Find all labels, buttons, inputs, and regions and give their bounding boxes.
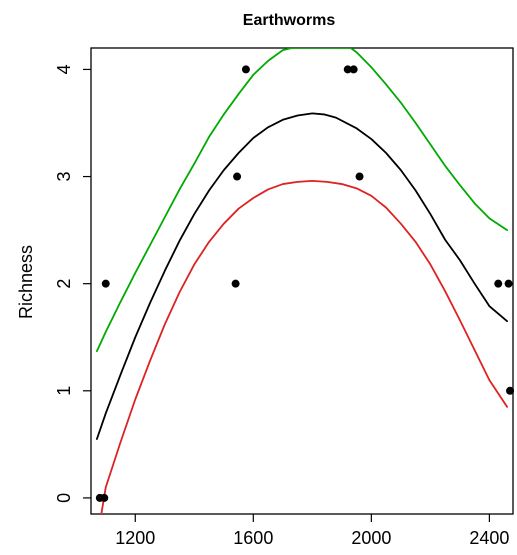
data-point <box>506 386 515 395</box>
y-axis: 0 1 2 3 4 <box>54 64 91 503</box>
y-tick-label: 0 <box>54 493 74 503</box>
data-point <box>231 279 240 288</box>
y-tick-label: 2 <box>54 279 74 289</box>
x-tick-label: 2000 <box>351 528 391 548</box>
data-point <box>349 65 358 74</box>
plot-frame <box>90 47 514 515</box>
x-axis: 1200 1600 2000 2400 <box>115 514 509 548</box>
data-point <box>233 172 242 181</box>
x-tick-label: 1200 <box>115 528 155 548</box>
data-point <box>100 493 109 502</box>
data-point <box>343 65 352 74</box>
x-tick-label: 2400 <box>469 528 509 548</box>
fit-line-2 <box>100 179 509 514</box>
y-tick-label: 3 <box>54 172 74 182</box>
x-tick-label: 1600 <box>233 528 273 548</box>
fit-line-0 <box>96 48 509 353</box>
y-axis-label: Richness <box>16 245 36 319</box>
fit-lines <box>96 48 509 514</box>
data-point <box>504 279 513 288</box>
data-points <box>95 65 515 502</box>
data-point <box>494 279 503 288</box>
data-point <box>101 279 110 288</box>
y-tick-label: 1 <box>54 386 74 396</box>
fit-line-1 <box>96 112 509 440</box>
y-tick-label: 4 <box>54 64 74 74</box>
data-point <box>241 65 250 74</box>
chart-title: Earthworms <box>243 12 336 29</box>
data-point <box>355 172 364 181</box>
